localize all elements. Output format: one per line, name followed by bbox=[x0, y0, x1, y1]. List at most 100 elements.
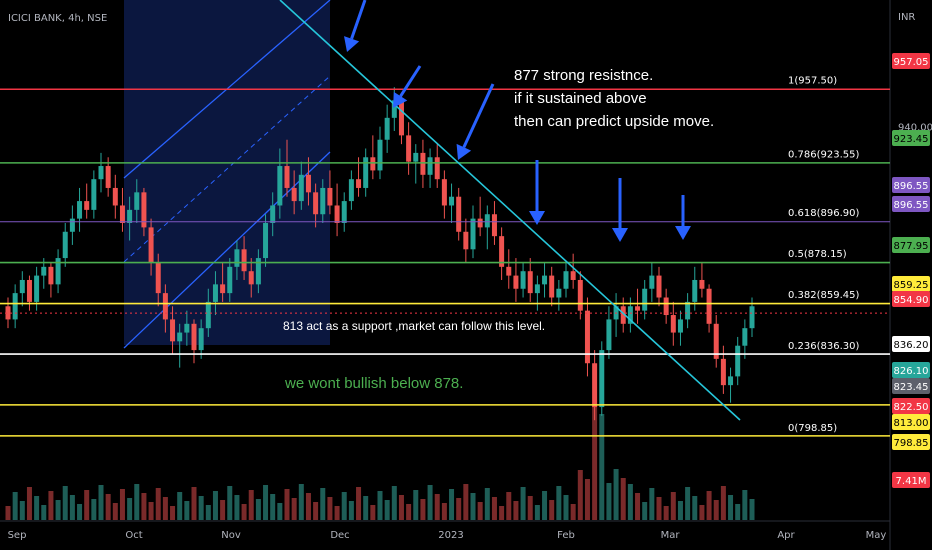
candle-body bbox=[270, 205, 276, 224]
badge-bg bbox=[892, 398, 930, 414]
volume-bar bbox=[556, 486, 562, 520]
price-badge: 859.25 bbox=[892, 276, 930, 292]
volume-bar bbox=[491, 497, 497, 520]
volume-bar bbox=[141, 493, 147, 520]
price-badges: 957.05 923.45 896.55 896.55 877.95 859.25 854.… bbox=[892, 53, 930, 488]
badge-text: 836.20 bbox=[894, 340, 929, 351]
volume-bar bbox=[356, 487, 362, 520]
badge-text: 813.00 bbox=[894, 418, 929, 429]
volume-bar bbox=[305, 493, 311, 520]
volume-bar bbox=[749, 499, 755, 520]
candle-body bbox=[191, 323, 197, 351]
volume-bar bbox=[398, 495, 404, 520]
arrow-icon bbox=[456, 83, 495, 160]
badge-bg bbox=[892, 276, 930, 292]
volume-bar bbox=[520, 487, 526, 520]
candle-body bbox=[706, 288, 712, 324]
volume-bar bbox=[148, 502, 154, 520]
candle-body bbox=[170, 319, 176, 342]
candle-body bbox=[34, 275, 40, 302]
volume-bar bbox=[348, 501, 354, 520]
candle-body bbox=[177, 332, 183, 342]
descending-trendline bbox=[279, 0, 741, 421]
candle-body bbox=[377, 139, 383, 171]
volume-bar bbox=[434, 494, 440, 520]
volume-bar bbox=[291, 498, 297, 520]
candle-body bbox=[427, 157, 433, 175]
candle-body bbox=[55, 258, 61, 285]
price-badge: 923.45 bbox=[892, 130, 930, 146]
arrow-head bbox=[456, 143, 472, 160]
candle-body bbox=[134, 192, 140, 210]
arrow-icon bbox=[529, 160, 545, 225]
volume-bar bbox=[34, 496, 40, 520]
candle-body bbox=[499, 236, 505, 267]
candle-body bbox=[735, 345, 741, 377]
volume-bar bbox=[592, 405, 598, 520]
fib-level-label: 0.236(836.30) bbox=[788, 341, 860, 352]
volume-bar bbox=[77, 504, 83, 520]
arrow-shaft bbox=[462, 83, 495, 148]
candle-body bbox=[384, 117, 390, 140]
time-tick: Nov bbox=[221, 530, 241, 541]
time-tick: Apr bbox=[777, 530, 795, 541]
volume-bar bbox=[134, 484, 140, 520]
candle-body bbox=[477, 218, 483, 228]
candle-body bbox=[298, 174, 304, 202]
volume-bar bbox=[191, 487, 197, 520]
candle-body bbox=[341, 201, 347, 224]
candle-body bbox=[549, 275, 555, 298]
volume-bar bbox=[706, 491, 712, 520]
volume-bar bbox=[506, 492, 512, 520]
volume-bar bbox=[534, 505, 540, 520]
badge-text: 854.90 bbox=[894, 295, 929, 306]
support-note: 813 act as a support ,market can follow … bbox=[283, 319, 545, 333]
time-tick: 2023 bbox=[438, 530, 463, 541]
candle-body bbox=[162, 293, 168, 320]
badge-bg bbox=[892, 291, 930, 307]
candle-body bbox=[441, 179, 447, 206]
candle-body bbox=[198, 328, 204, 351]
badge-text: 859.25 bbox=[894, 280, 929, 291]
candle-body bbox=[62, 231, 68, 259]
candle-body bbox=[91, 179, 97, 210]
volume-bars bbox=[5, 405, 755, 520]
price-badge: 822.50 bbox=[892, 398, 930, 414]
volume-bar bbox=[463, 484, 469, 520]
volume-bar bbox=[606, 483, 612, 520]
badge-bg bbox=[892, 362, 930, 378]
volume-bar bbox=[227, 486, 233, 520]
volume-bar bbox=[720, 486, 726, 520]
volume-bar bbox=[620, 478, 626, 520]
channel-mid bbox=[123, 75, 331, 263]
volume-bar bbox=[98, 485, 104, 520]
candle-body bbox=[141, 192, 147, 228]
candle-body bbox=[577, 279, 583, 311]
candle-body bbox=[527, 271, 533, 294]
candle-body bbox=[520, 271, 526, 289]
candle-body bbox=[12, 293, 18, 320]
volume-bar bbox=[112, 503, 118, 520]
candle-body bbox=[391, 100, 397, 118]
price-badge: 854.90 bbox=[892, 291, 930, 307]
volume-bar bbox=[699, 505, 705, 520]
volume-bar bbox=[205, 505, 211, 520]
candle-body bbox=[484, 214, 490, 228]
arrow-head bbox=[612, 228, 628, 242]
badge-bg bbox=[892, 378, 930, 394]
arrow-head bbox=[529, 211, 545, 225]
candle-body bbox=[284, 166, 290, 188]
price-badge: 823.45 bbox=[892, 378, 930, 394]
price-badge: 896.55 bbox=[892, 196, 930, 212]
badge-text: 896.55 bbox=[894, 181, 929, 192]
volume-bar bbox=[642, 502, 648, 520]
candle-body bbox=[248, 271, 254, 285]
time-tick: Feb bbox=[557, 530, 575, 541]
volume-bar bbox=[220, 500, 226, 520]
volume-bar bbox=[613, 469, 619, 520]
volume-bar bbox=[327, 497, 333, 520]
volume-bar bbox=[41, 505, 47, 520]
candle-body bbox=[670, 315, 676, 333]
